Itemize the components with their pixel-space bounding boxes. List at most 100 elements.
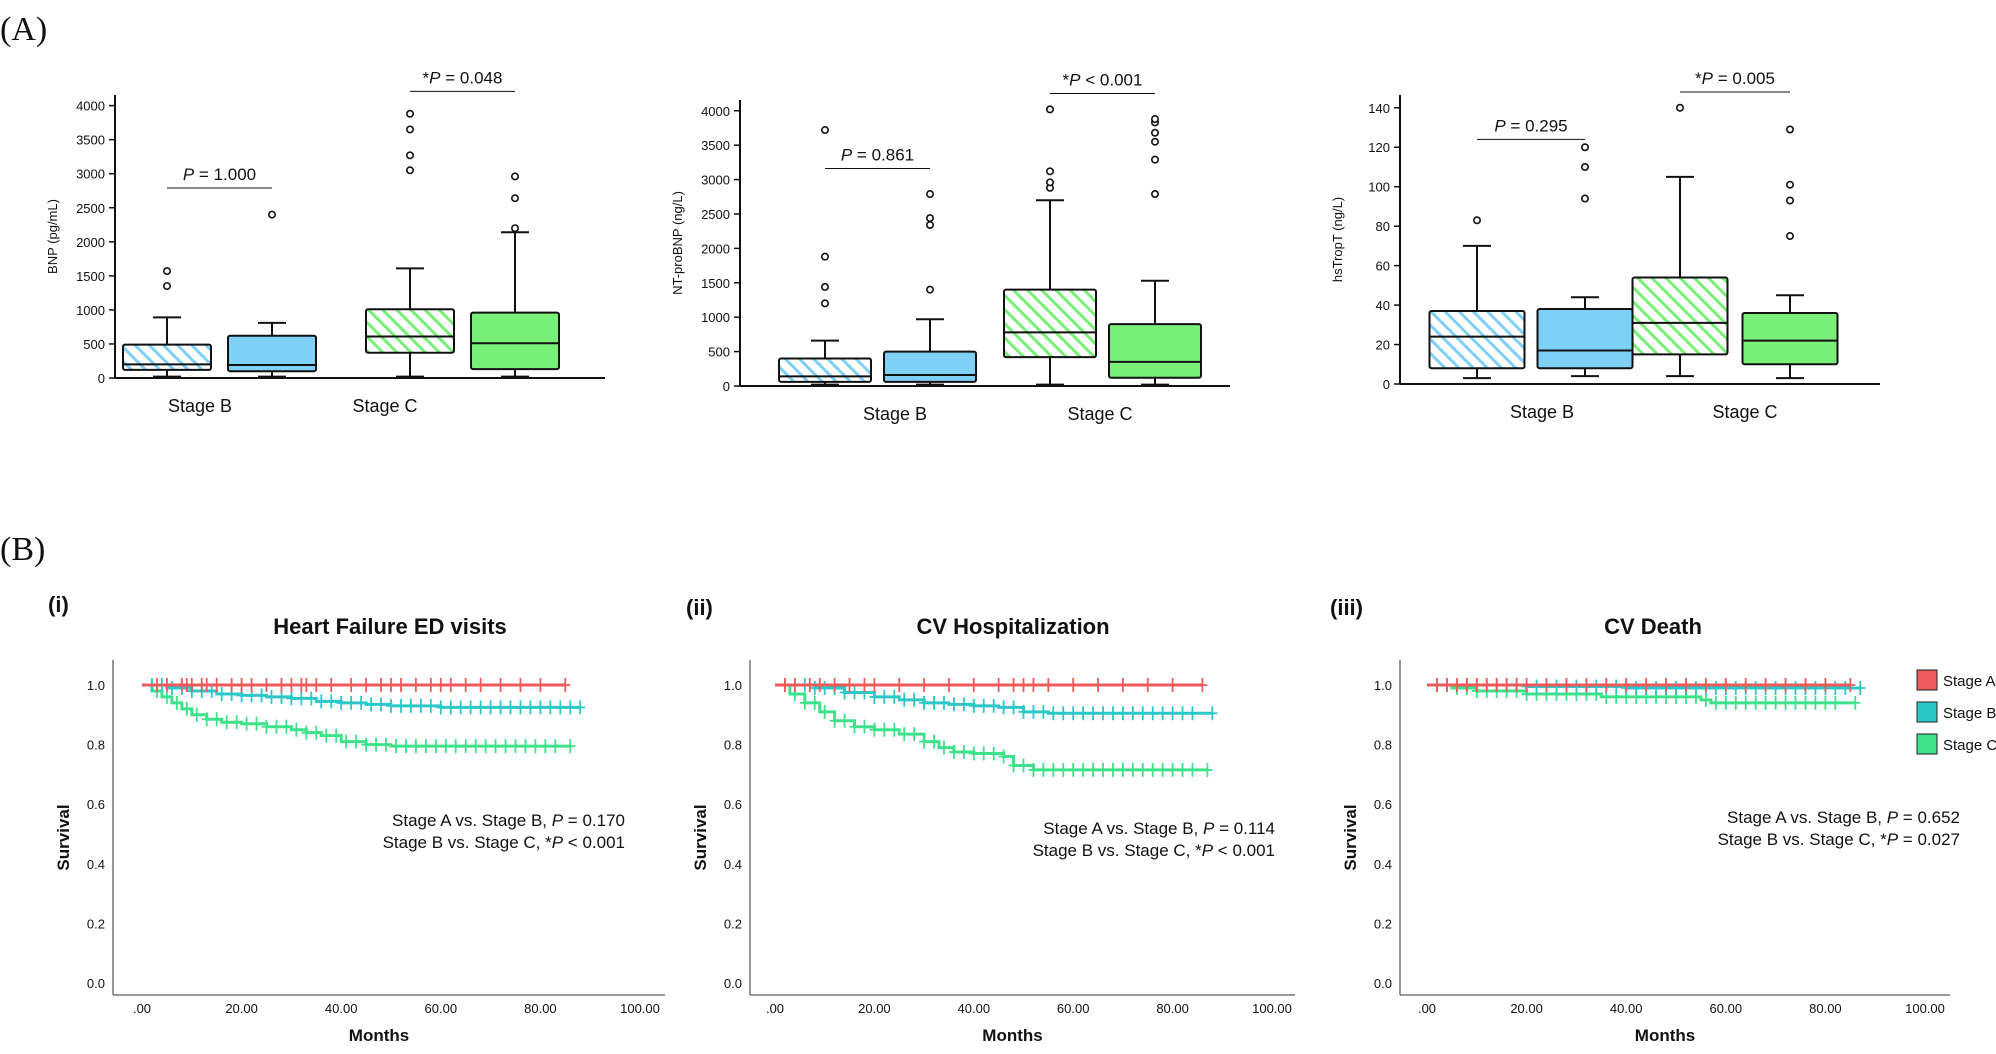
km-censor-mark — [998, 749, 1009, 764]
km-censor-mark — [276, 689, 287, 704]
km-censor-mark — [1127, 762, 1138, 777]
km-censor-mark — [346, 695, 357, 710]
box-outlier — [820, 126, 829, 135]
km-censor-mark — [1720, 678, 1731, 692]
km-censor-mark — [1177, 762, 1188, 777]
km-censor-mark — [261, 719, 272, 734]
km-censor-mark — [400, 739, 411, 754]
km-censor-mark — [1511, 678, 1522, 692]
km-censor-mark — [1651, 680, 1662, 695]
km-censor-mark — [894, 678, 905, 692]
km-censor-mark — [1730, 695, 1741, 710]
km-censor-mark — [1641, 678, 1652, 692]
km-censor-mark — [490, 739, 501, 754]
km-censor-mark — [948, 745, 959, 760]
km-censor-mark — [1740, 678, 1751, 692]
km-censor-mark — [1068, 706, 1079, 721]
km-censor-mark — [510, 739, 521, 754]
km-censor-mark — [1541, 678, 1552, 692]
km-censor-mark — [430, 739, 441, 754]
km-censor-mark — [1093, 678, 1104, 692]
km-censor-mark — [1088, 706, 1099, 721]
km-censor-mark — [361, 678, 372, 692]
km-censor-mark — [869, 678, 880, 692]
panel-label-a: (A) — [0, 11, 47, 48]
y-tick-label: 1000 — [76, 303, 105, 318]
y-tick-label: 4000 — [701, 104, 730, 119]
km-censor-mark — [1451, 678, 1462, 692]
box-outlier — [1581, 143, 1590, 152]
km-censor-mark — [246, 678, 257, 692]
km-censor-mark — [221, 715, 232, 730]
km-censor-mark — [1720, 695, 1731, 710]
km-censor-mark — [1137, 762, 1148, 777]
y-tick-label: 3000 — [76, 167, 105, 182]
km-censor-mark — [1202, 762, 1213, 777]
km-censor-mark — [988, 746, 999, 761]
km-censor-mark — [181, 701, 192, 716]
km-stats-line: Stage A vs. Stage B, P = 0.114 — [1043, 819, 1275, 838]
y-tick-label: 0.2 — [1374, 916, 1392, 931]
km-censor-mark — [1780, 678, 1791, 692]
km-censor-mark — [844, 678, 855, 692]
km-censor-mark — [829, 713, 840, 728]
km-censor-mark — [1028, 704, 1039, 719]
km-censor-mark — [326, 694, 337, 709]
km-censor-mark — [450, 739, 461, 754]
km-censor-mark — [809, 680, 820, 695]
km-censor-mark — [998, 700, 1009, 715]
category-label: Stage B — [1510, 402, 1574, 422]
km-censor-mark — [1088, 762, 1099, 777]
km-censor-mark — [475, 678, 486, 692]
km-censor-mark — [366, 697, 377, 712]
km-censor-mark — [520, 739, 531, 754]
km-heart-failure-ed-visits: Heart Failure ED visits 0.0 0.2 0.4 0.6 0.8 1.… — [54, 614, 665, 1045]
km-censor-mark — [291, 722, 302, 737]
box-body — [1741, 311, 1839, 366]
y-tick-label: 0.4 — [1374, 857, 1392, 872]
km-censor-mark — [948, 697, 959, 712]
km-censor-mark — [839, 713, 850, 728]
km-censor-mark — [435, 678, 446, 692]
y-tick-label: 100 — [1368, 180, 1390, 195]
km-censor-mark — [301, 678, 312, 692]
nt-probnp-boxplot: 0 500 1000 1500 2000 2500 3000 3500 4000 NT-proBN… — [670, 71, 1230, 424]
km-censor-mark — [1845, 678, 1856, 692]
km-censor-mark — [186, 678, 197, 692]
box-outlier — [163, 282, 172, 291]
y-tick-label: 40 — [1376, 298, 1390, 313]
km-cv-hospitalization: CV Hospitalization 0.0 0.2 0.4 0.6 0.8 1.0 .00 2… — [691, 614, 1295, 1045]
box-outlier — [1151, 128, 1160, 137]
km-censor-mark — [371, 737, 382, 752]
km-censor-mark — [1770, 695, 1781, 710]
km-censor-mark — [161, 689, 172, 704]
km-censor-mark — [1147, 762, 1158, 777]
km-censor-mark — [321, 728, 332, 743]
km-censor-mark — [1601, 678, 1612, 692]
km-censor-mark — [1078, 762, 1089, 777]
km-censor-mark — [420, 739, 431, 754]
y-tick-label: 140 — [1368, 101, 1390, 116]
km-censor-mark — [316, 694, 327, 709]
km-censor-mark — [226, 678, 237, 692]
box-outlier — [510, 224, 519, 233]
km-censor-mark — [1730, 680, 1741, 695]
y-tick-label: 0.6 — [87, 797, 105, 812]
km-censor-mark — [1710, 695, 1721, 710]
comparison-p-value: *P = 0.048 — [423, 68, 503, 87]
km-censor-mark — [1157, 762, 1168, 777]
km-censor-mark — [1710, 680, 1721, 695]
km-stats-line: Stage A vs. Stage B, P = 0.652 — [1727, 808, 1960, 827]
y-tick-label: 120 — [1368, 140, 1390, 155]
y-tick-label: 1500 — [76, 269, 105, 284]
km-censor-mark — [445, 700, 456, 715]
km-censor-mark — [1471, 678, 1482, 692]
km-title: Heart Failure ED visits — [273, 614, 507, 639]
y-tick-label: 3000 — [701, 173, 730, 188]
km-censor-mark — [1187, 762, 1198, 777]
km-censor-mark — [415, 698, 426, 713]
km-censor-mark — [395, 678, 406, 692]
km-censor-mark — [445, 678, 456, 692]
km-censor-mark — [1107, 706, 1118, 721]
y-axis-label: Survival — [54, 804, 73, 870]
